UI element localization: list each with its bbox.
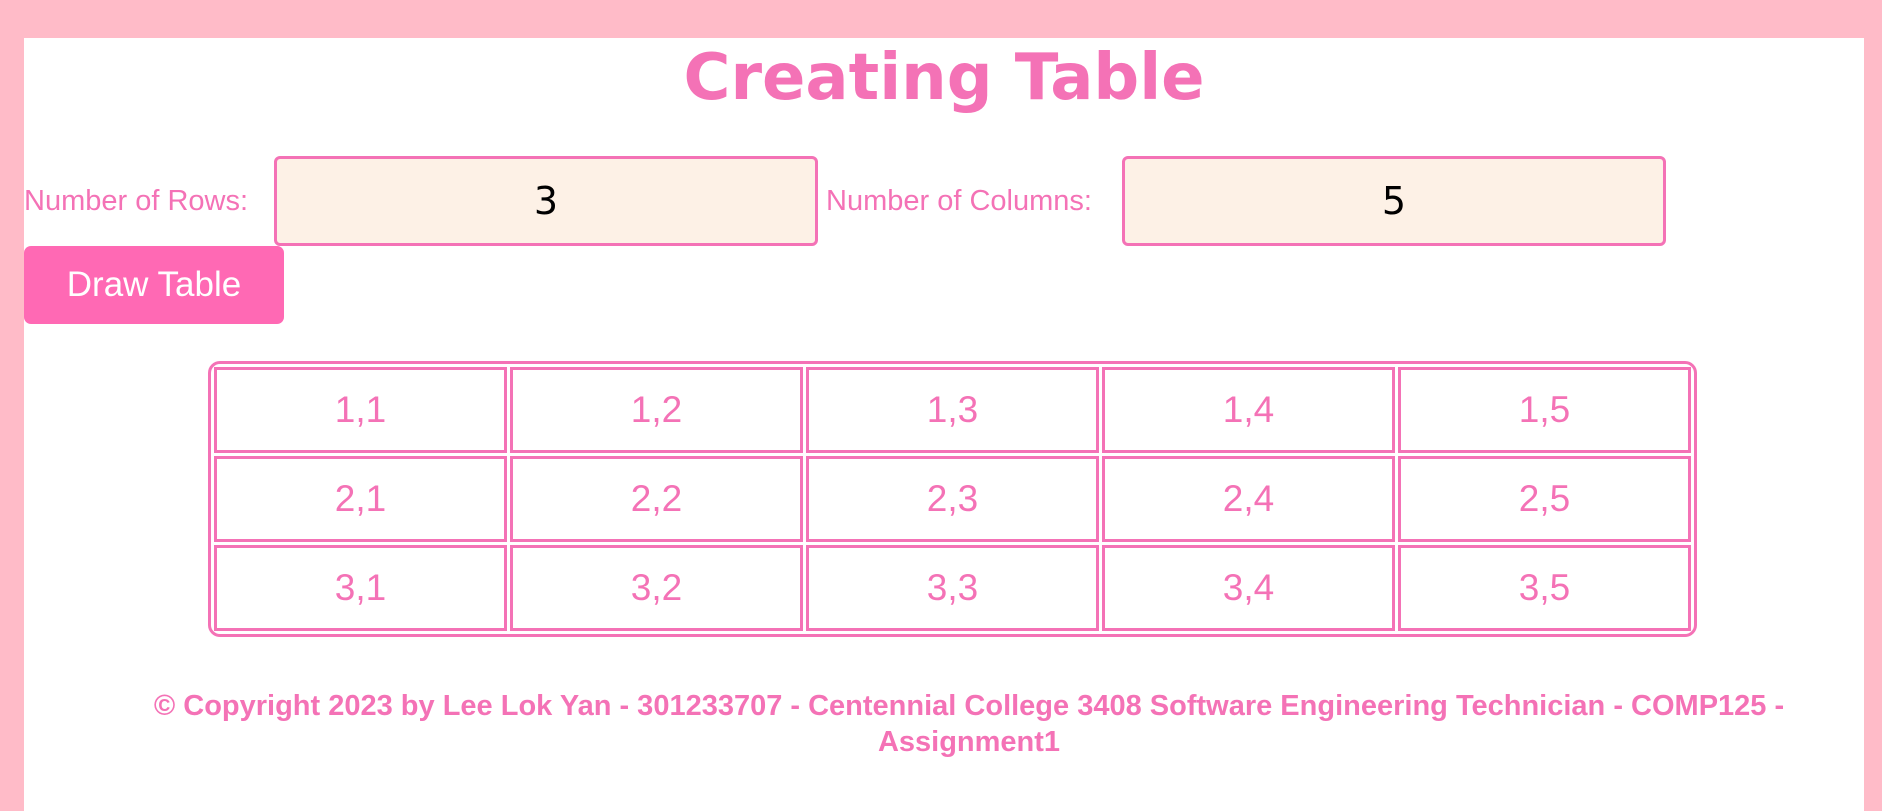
table-cell: 3,1 [214, 545, 507, 631]
table-cell: 1,5 [1398, 367, 1691, 453]
table-cell: 3,5 [1398, 545, 1691, 631]
table-cell: 1,2 [510, 367, 803, 453]
rows-label: Number of Rows: [24, 185, 249, 217]
table-cell: 1,3 [806, 367, 1099, 453]
table-cell: 2,5 [1398, 456, 1691, 542]
page-content: Creating Table Number of Rows: Number of… [24, 38, 1864, 811]
table-cell: 2,2 [510, 456, 803, 542]
columns-input[interactable] [1122, 156, 1666, 246]
page-title: Creating Table [683, 41, 1205, 115]
table-row: 2,1 2,2 2,3 2,4 2,5 [214, 456, 1691, 542]
rows-input[interactable] [274, 156, 818, 246]
table-cell: 3,4 [1102, 545, 1395, 631]
table-cell: 2,4 [1102, 456, 1395, 542]
table-cell: 3,3 [806, 545, 1099, 631]
table-row: 3,1 3,2 3,3 3,4 3,5 [214, 545, 1691, 631]
copyright-footer: © Copyright 2023 by Lee Lok Yan - 301233… [153, 690, 1785, 758]
table-cell: 2,3 [806, 456, 1099, 542]
table-size-form: Number of Rows: Number of Columns: [24, 156, 1864, 246]
columns-label: Number of Columns: [826, 185, 1092, 217]
generated-table: 1,1 1,2 1,3 1,4 1,5 2,1 2,2 2,3 2,4 2,5 … [208, 361, 1697, 637]
generated-table-container: 1,1 1,2 1,3 1,4 1,5 2,1 2,2 2,3 2,4 2,5 … [208, 361, 1697, 637]
table-row: 1,1 1,2 1,3 1,4 1,5 [214, 367, 1691, 453]
table-cell: 1,1 [214, 367, 507, 453]
draw-table-button[interactable]: Draw Table [24, 246, 284, 324]
table-cell: 1,4 [1102, 367, 1395, 453]
table-cell: 2,1 [214, 456, 507, 542]
table-cell: 3,2 [510, 545, 803, 631]
